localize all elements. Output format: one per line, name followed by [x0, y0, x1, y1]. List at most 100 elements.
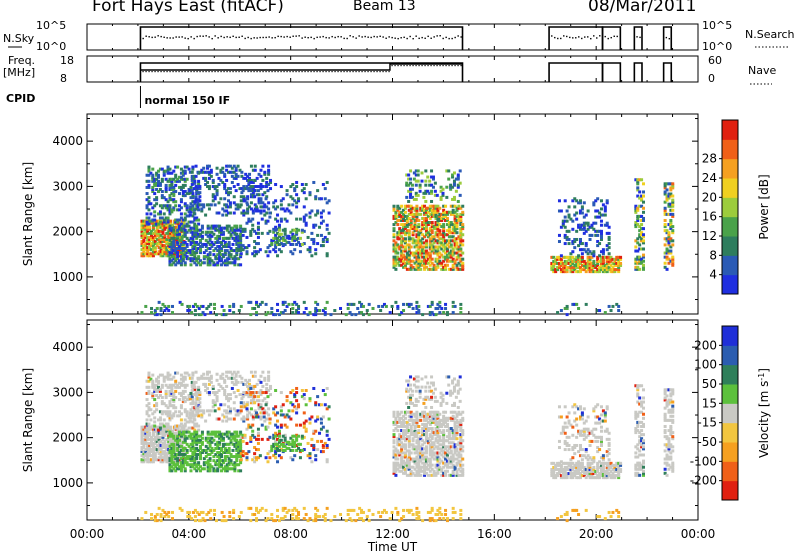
power-cell	[146, 235, 150, 239]
velocity-cell	[242, 415, 246, 419]
power-cell	[354, 313, 358, 317]
power-cell	[601, 252, 605, 256]
power-cell	[179, 226, 183, 230]
freq-dot	[439, 65, 441, 67]
power-cell	[636, 265, 640, 269]
power-cell	[638, 214, 642, 218]
power-cell	[193, 234, 197, 238]
power-cell	[287, 236, 291, 240]
velocity-cell	[255, 399, 259, 403]
power-cell	[302, 219, 306, 223]
power-cell	[580, 205, 584, 209]
power-cell	[449, 185, 453, 189]
velocity-cell	[189, 469, 193, 473]
power-cell	[268, 250, 272, 254]
nsearch-dot	[241, 35, 243, 37]
power-cell	[430, 302, 434, 306]
power-cell	[237, 249, 241, 253]
power-cell	[571, 227, 575, 231]
power-cell	[398, 227, 402, 231]
power-cell	[430, 191, 434, 195]
power-cell	[238, 205, 242, 209]
power-cell	[236, 174, 240, 178]
velocity-cell	[211, 384, 215, 388]
power-cell	[638, 235, 642, 239]
velocity-cell	[155, 435, 159, 439]
power-cell	[157, 173, 161, 177]
power-cell	[421, 225, 425, 229]
power-cell	[172, 206, 176, 210]
power-cell	[578, 270, 582, 274]
power-cell	[249, 180, 253, 184]
power-cell	[586, 266, 590, 270]
velocity-cell	[178, 450, 182, 454]
velocity-cell	[245, 427, 249, 431]
power-cell	[636, 214, 640, 218]
power-cell	[212, 232, 216, 236]
power-cell	[456, 185, 460, 189]
velocity-cell	[233, 444, 237, 448]
power-cell	[432, 265, 436, 269]
power-cell	[400, 216, 404, 220]
power-cell	[456, 199, 460, 203]
velocity-cell	[148, 448, 152, 452]
power-cell	[274, 313, 278, 317]
velocity-cell	[190, 382, 194, 386]
power-cell	[291, 302, 295, 306]
velocity-cell	[195, 463, 199, 467]
velocity-cell	[211, 399, 215, 403]
power-cell	[186, 304, 190, 308]
power-cell	[641, 265, 645, 269]
power-cell	[297, 236, 301, 240]
power-cell	[552, 259, 556, 263]
power-cell	[573, 257, 577, 261]
velocity-cell	[239, 446, 243, 450]
velocity-cell	[187, 430, 191, 434]
velocity-cell	[159, 458, 163, 462]
power-cell	[550, 264, 554, 267]
velocity-cell	[179, 383, 183, 387]
velocity-cell	[172, 461, 176, 465]
power-cell	[440, 225, 444, 229]
power-cell	[285, 219, 289, 223]
x-tick-label: 04:00	[172, 527, 207, 541]
power-cell	[424, 233, 428, 237]
velocity-cell	[170, 450, 174, 454]
power-cell	[413, 227, 417, 231]
y-axis-label: Slant Range [km]	[21, 368, 35, 472]
power-cell	[567, 215, 571, 219]
power-cell	[430, 311, 434, 315]
power-cell	[227, 257, 231, 261]
nsearch-dot	[325, 36, 327, 39]
power-cell	[407, 237, 411, 241]
power-cell	[402, 265, 406, 269]
power-cell	[230, 174, 234, 178]
power-cell	[598, 211, 602, 215]
power-cell	[641, 259, 645, 263]
velocity-cell	[170, 453, 174, 457]
velocity-cell	[251, 429, 255, 433]
power-cell	[196, 201, 200, 205]
velocity-cell	[268, 435, 272, 439]
power-cell	[402, 259, 406, 263]
velocity-cell	[206, 467, 210, 471]
power-cell	[251, 187, 255, 191]
power-cell	[216, 257, 220, 261]
nsearch-dot	[639, 36, 641, 39]
velocity-cell	[225, 397, 229, 401]
power-cell	[200, 168, 204, 172]
power-cell	[605, 231, 609, 235]
power-cell	[449, 253, 453, 257]
velocity-cell	[223, 415, 227, 419]
power-cell	[640, 227, 644, 231]
velocity-cell	[162, 402, 166, 406]
velocity-cell	[208, 469, 212, 473]
freq-dot	[406, 65, 408, 67]
power-cell	[423, 227, 427, 231]
nsearch-dot	[313, 37, 315, 40]
velocity-cell	[174, 463, 178, 467]
power-cell	[577, 244, 581, 248]
power-cell	[146, 237, 150, 241]
velocity-cell	[207, 409, 211, 413]
velocity-cell	[239, 409, 243, 413]
